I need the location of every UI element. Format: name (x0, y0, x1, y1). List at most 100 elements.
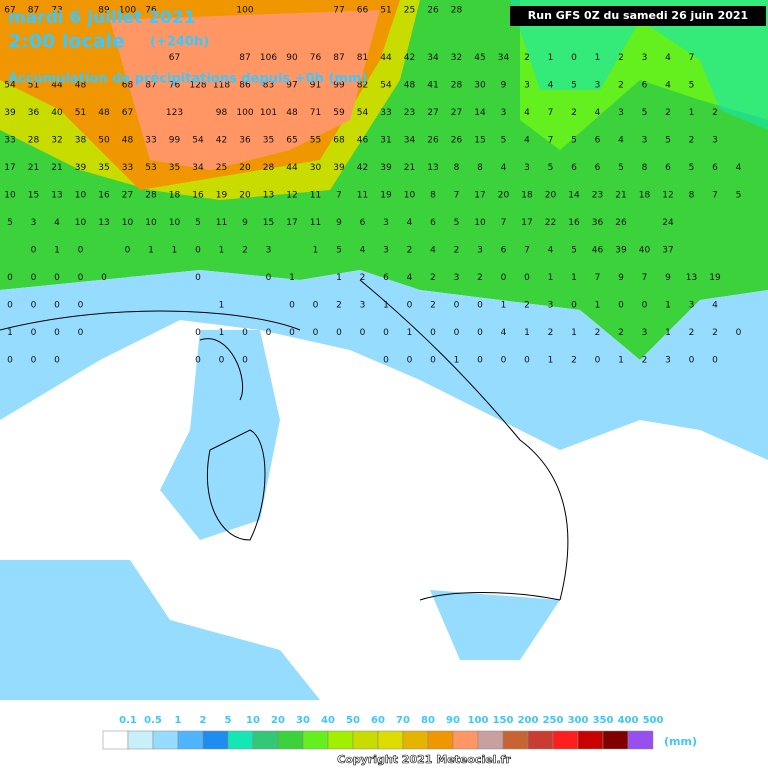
grid-value: 0 (712, 356, 718, 366)
grid-value: 0 (477, 301, 483, 311)
grid-value: 10 (75, 218, 87, 228)
legend-label: 1 (175, 715, 182, 726)
grid-value: 7 (501, 218, 507, 228)
grid-value: 0 (289, 328, 295, 338)
grid-value: 18 (169, 191, 181, 201)
legend-swatch (252, 730, 279, 750)
grid-value: 25 (404, 6, 415, 16)
legend-label: 300 (568, 715, 589, 726)
grid-value: 0 (383, 328, 389, 338)
legend-label: 70 (396, 715, 410, 726)
grid-value: 4 (524, 136, 530, 146)
grid-value: 13 (51, 191, 62, 201)
grid-value: 33 (380, 108, 391, 118)
grid-value: 0 (313, 328, 319, 338)
grid-value: 2 (571, 356, 577, 366)
time: 2:00 locale (8, 31, 125, 53)
grid-value: 2 (242, 246, 248, 256)
precip-east (510, 0, 768, 130)
grid-value: 3 (689, 301, 695, 311)
legend-label: 250 (543, 715, 564, 726)
grid-value: 11 (357, 191, 368, 201)
grid-value: 12 (662, 191, 673, 201)
grid-value: 7 (712, 191, 718, 201)
grid-value: 87 (145, 81, 156, 91)
grid-value: 1 (665, 328, 671, 338)
grid-value: 32 (51, 136, 62, 146)
grid-value: 55 (310, 136, 321, 146)
grid-value: 42 (404, 53, 415, 63)
grid-value: 19 (216, 191, 228, 201)
grid-value: 39 (4, 108, 16, 118)
grid-value: 24 (662, 218, 674, 228)
grid-value: 21 (28, 163, 39, 173)
legend-label: 20 (271, 715, 285, 726)
grid-value: 1 (54, 246, 60, 256)
grid-value: 16 (98, 191, 110, 201)
grid-value: 59 (333, 108, 345, 118)
grid-value: 0 (501, 273, 507, 283)
grid-value: 5 (618, 163, 624, 173)
grid-value: 67 (122, 108, 133, 118)
grid-value: 14 (568, 191, 580, 201)
grid-value: 35 (169, 163, 180, 173)
grid-value: 1 (501, 301, 507, 311)
grid-value: 1 (219, 301, 225, 311)
grid-value: 46 (357, 136, 369, 146)
grid-value: 2 (642, 356, 648, 366)
grid-value: 68 (122, 81, 134, 91)
grid-value: 1 (689, 108, 695, 118)
legend-label: 60 (371, 715, 385, 726)
grid-value: 11 (310, 191, 321, 201)
grid-value: 0 (360, 328, 366, 338)
grid-value: 87 (239, 53, 250, 63)
grid-value: 50 (98, 136, 110, 146)
grid-value: 1 (148, 246, 154, 256)
precip-islands (160, 330, 280, 540)
legend-label: 400 (618, 715, 639, 726)
grid-value: 4 (360, 246, 366, 256)
grid-value: 0 (618, 301, 624, 311)
grid-value: 7 (642, 273, 648, 283)
grid-value: 11 (216, 218, 227, 228)
grid-value: 5 (642, 108, 648, 118)
grid-value: 2 (689, 328, 695, 338)
grid-value: 100 (119, 6, 136, 16)
legend-label: 150 (493, 715, 514, 726)
grid-value: 3 (383, 246, 389, 256)
grid-value: 34 (192, 163, 204, 173)
grid-value: 5 (689, 81, 695, 91)
grid-value: 0 (313, 301, 319, 311)
grid-value: 1 (336, 273, 342, 283)
grid-value: 91 (310, 81, 321, 91)
legend-label: 2 (200, 715, 207, 726)
grid-value: 99 (333, 81, 345, 91)
grid-value: 7 (336, 191, 342, 201)
legend-swatch (377, 730, 404, 750)
legend-unit: (mm) (664, 735, 697, 748)
grid-value: 1 (289, 273, 295, 283)
grid-value: 3 (712, 136, 718, 146)
grid-value: 5 (571, 136, 577, 146)
grid-value: 0 (219, 356, 225, 366)
grid-value: 4 (595, 108, 601, 118)
grid-value: 36 (592, 218, 604, 228)
grid-value: 5 (7, 218, 13, 228)
grid-value: 44 (51, 81, 63, 91)
grid-value: 37 (662, 246, 673, 256)
grid-value: 2 (618, 53, 624, 63)
grid-value: 4 (548, 246, 554, 256)
grid-value: 26 (451, 136, 463, 146)
grid-value: 0 (242, 356, 248, 366)
grid-value: 86 (239, 81, 251, 91)
grid-value: 4 (501, 163, 507, 173)
grid-value: 5 (454, 218, 460, 228)
grid-value: 9 (501, 81, 507, 91)
grid-value: 38 (75, 136, 87, 146)
grid-value: 54 (357, 108, 369, 118)
grid-value: 10 (404, 191, 416, 201)
legend-label: 100 (468, 715, 489, 726)
subtitle: Accumulation de précipitations depuis +0… (8, 72, 367, 87)
grid-value: 6 (501, 246, 507, 256)
grid-value: 39 (380, 163, 392, 173)
